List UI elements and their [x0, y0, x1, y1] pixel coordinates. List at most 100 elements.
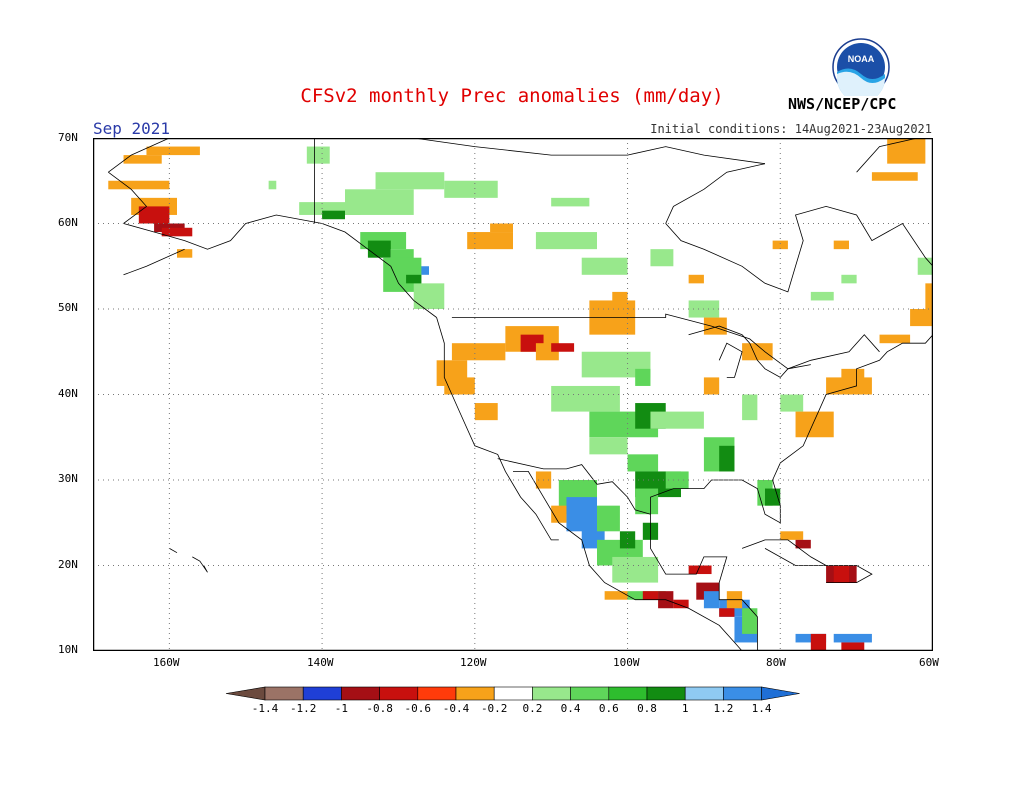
lon-label: 80W: [766, 656, 786, 669]
colorbar-tick-label: -0.2: [481, 702, 508, 715]
svg-text:NOAA: NOAA: [848, 54, 875, 64]
anomaly-cell: [597, 505, 620, 532]
anomaly-cell: [703, 317, 727, 335]
colorbar-tick-label: -0.4: [443, 702, 470, 715]
anomaly-cell: [795, 539, 811, 549]
coastline: [314, 138, 766, 165]
colorbar-swatch: [455, 686, 495, 701]
colorbar-swatch: [493, 686, 533, 701]
anomaly-cell: [810, 291, 834, 301]
anomaly-cell: [551, 343, 575, 352]
anomaly-cell: [123, 155, 162, 164]
colorbar-high-arrow: [761, 686, 800, 701]
lat-label: 50N: [58, 301, 78, 314]
anomaly-cell: [673, 599, 689, 609]
anomaly-cell: [871, 172, 918, 181]
anomaly-cell: [833, 565, 849, 583]
anomaly-cell: [925, 283, 933, 309]
lon-label: 120W: [460, 656, 487, 669]
anomaly-cell: [719, 608, 735, 617]
anomaly-cell: [879, 334, 911, 344]
colorbar-tick-label: 0.4: [561, 702, 581, 715]
coastline: [749, 343, 811, 378]
anomaly-cell: [627, 454, 659, 472]
lon-label: 140W: [307, 656, 334, 669]
coastline: [123, 248, 185, 276]
coastlines: [108, 138, 933, 651]
anomaly-cell: [665, 471, 689, 489]
anomaly-cell: [887, 138, 926, 164]
coastline: [650, 334, 933, 651]
coastline: [169, 548, 178, 554]
anomaly-cell: [917, 257, 933, 275]
anomaly-cell: [444, 377, 475, 395]
lon-label: 160W: [153, 656, 180, 669]
anomaly-cell: [108, 180, 170, 190]
anomaly-cell: [780, 394, 804, 412]
colorbar-swatch: [646, 686, 686, 701]
anomaly-cell: [406, 274, 422, 284]
anomaly-cell: [146, 146, 200, 156]
anomaly-cell: [490, 223, 513, 233]
coastline: [826, 565, 873, 583]
coastline: [451, 313, 880, 370]
colorbar-tick-label: 1.4: [752, 702, 772, 715]
coastline: [688, 325, 750, 344]
anomaly-cell: [650, 249, 674, 267]
lat-label: 10N: [58, 643, 78, 656]
colorbar-swatch: [341, 686, 380, 701]
longitude-labels: 160W 140W 120W 100W 80W 60W: [93, 656, 953, 670]
colorbar-swatch: [684, 686, 724, 701]
coastline: [436, 317, 559, 541]
agency-label: NWS/NCEP/CPC: [788, 95, 897, 113]
anomaly-cell: [742, 608, 758, 634]
lon-label: 100W: [613, 656, 640, 669]
colorbar-swatch: [379, 686, 419, 701]
anomaly-cell: [650, 411, 704, 429]
anomaly-cell: [451, 343, 506, 361]
anomaly-cell: [581, 257, 628, 275]
anomaly-cell: [367, 240, 391, 258]
coastline: [497, 458, 651, 515]
anomaly-cell: [719, 445, 735, 472]
anomaly-cell: [780, 531, 804, 540]
anomaly-cell: [772, 240, 788, 250]
map-title: CFSv2 monthly Prec anomalies (mm/day): [300, 85, 724, 107]
noaa-logo: NOAA: [832, 38, 890, 96]
colorbar-tick-label: -1.2: [290, 702, 317, 715]
coastline: [665, 163, 766, 224]
anomaly-cell: [604, 591, 628, 600]
anomaly-cell: [688, 274, 704, 284]
coastline: [513, 471, 743, 651]
coastline: [665, 205, 933, 293]
coastline: [108, 171, 437, 318]
anomaly-cell: [161, 227, 193, 237]
lat-label: 40N: [58, 387, 78, 400]
anomaly-cell: [322, 210, 345, 220]
anomaly-cell: [635, 488, 659, 515]
colorbar-swatch: [532, 686, 571, 701]
gridlines: [93, 138, 933, 651]
map-frame: [93, 138, 933, 651]
anomaly-cell: [810, 420, 827, 429]
colorbar-tick-label: 0.8: [637, 702, 657, 715]
anomaly-cell: [833, 240, 849, 250]
anomaly-cell: [833, 633, 872, 643]
colorbar-swatch: [570, 686, 610, 701]
anomaly-cell: [742, 394, 758, 421]
colorbar-tick-label: 0.2: [522, 702, 542, 715]
colorbar-swatch: [723, 686, 762, 701]
anomaly-cell: [413, 283, 445, 309]
anomaly-cell: [841, 368, 865, 386]
anomaly-cell: [474, 403, 498, 421]
anomaly-cell: [841, 642, 865, 651]
anomaly-cell: [467, 232, 513, 250]
colorbar-tick-label: 0.6: [599, 702, 619, 715]
lat-label: 30N: [58, 472, 78, 485]
anomaly-cell: [444, 180, 498, 198]
anomaly-cell: [551, 197, 590, 207]
colorbar-tick-label: 1.2: [713, 702, 733, 715]
anomaly-cell: [703, 591, 720, 609]
anomaly-cell: [612, 291, 628, 309]
colorbar-swatch: [264, 686, 304, 701]
